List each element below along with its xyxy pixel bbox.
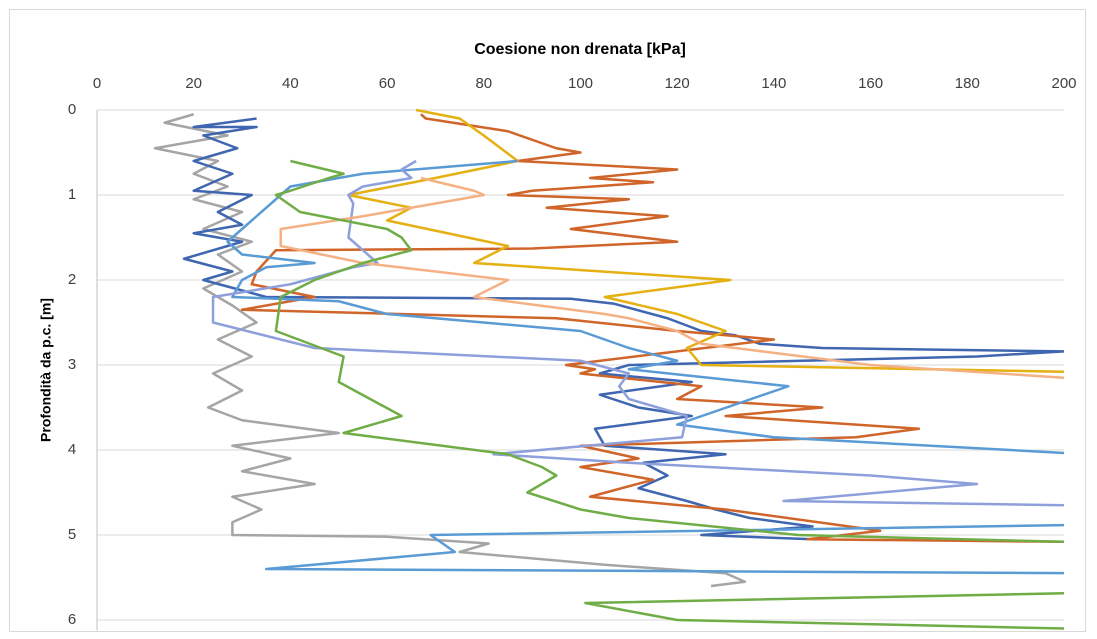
x-tick-label: 200 xyxy=(1051,75,1076,92)
x-tick-label: 100 xyxy=(568,75,593,92)
data-line xyxy=(182,117,1064,541)
x-tick-label: 20 xyxy=(185,75,202,92)
x-tick-label: 160 xyxy=(858,75,883,92)
data-line xyxy=(347,108,1064,374)
chart-border xyxy=(9,9,1086,632)
x-tick-label: 120 xyxy=(665,75,690,92)
data-line xyxy=(240,113,1064,544)
data-line xyxy=(153,113,747,588)
data-line xyxy=(226,159,1064,575)
x-tick-label: 180 xyxy=(955,75,980,92)
y-tick-label: 2 xyxy=(68,271,76,288)
y-tick-label: 3 xyxy=(68,356,76,373)
y-tick-label: 6 xyxy=(68,611,76,628)
x-tick-label: 60 xyxy=(379,75,396,92)
x-tick-label: 80 xyxy=(475,75,492,92)
y-tick-label: 1 xyxy=(68,186,76,203)
data-line xyxy=(211,159,1064,507)
y-tick-label: 0 xyxy=(68,101,76,118)
data-line xyxy=(274,159,1064,630)
chart-title: Coesione non drenata [kPa] xyxy=(474,41,686,58)
y-tick-label: 4 xyxy=(68,441,76,458)
data-line xyxy=(279,176,1064,379)
x-tick-label: 140 xyxy=(761,75,786,92)
x-tick-label: 0 xyxy=(93,75,101,92)
y-axis-label: Profondità da p.c. [m] xyxy=(38,298,54,442)
x-tick-label: 40 xyxy=(282,75,299,92)
y-tick-label: 5 xyxy=(68,526,76,543)
